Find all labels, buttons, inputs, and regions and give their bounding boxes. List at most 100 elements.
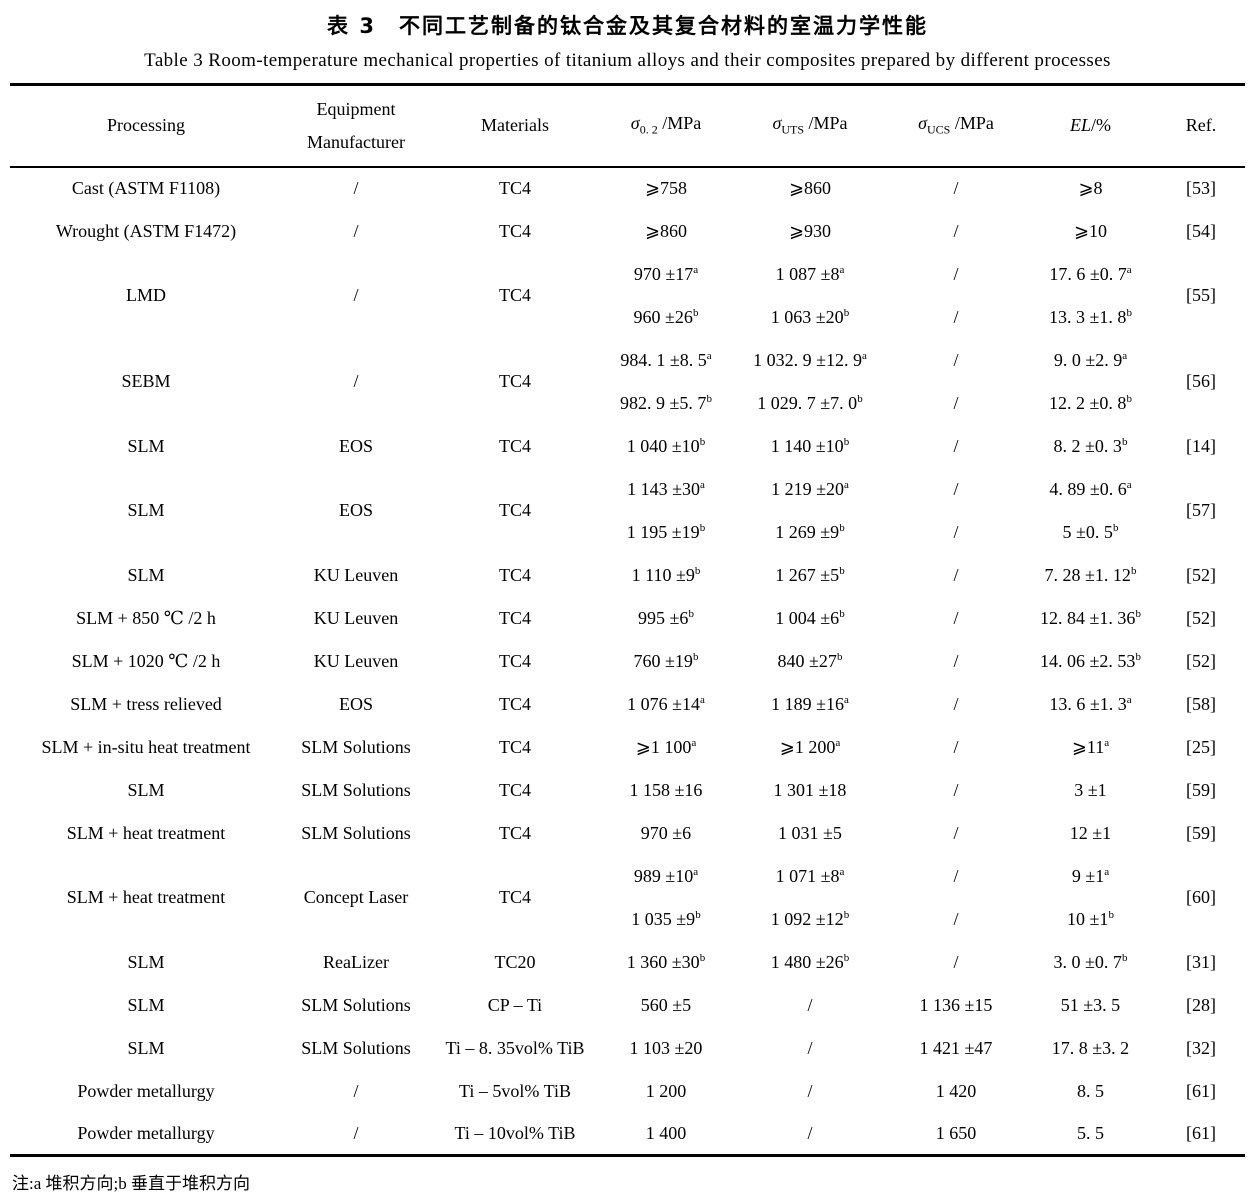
manufacturer-cell: / [353, 178, 359, 198]
manufacturer-cell: / [353, 1080, 359, 1101]
processing-cell: SLM + heat treatment [66, 822, 226, 843]
el-value-cell: 13. 6 ±1. 3a [1049, 693, 1132, 714]
table-row: SLM SLM Solutions CP – Ti 560 ±5 / 1 136 ±15 5… [10, 984, 1245, 1027]
el-value-cell: 9. 0 ±2. 9a [1053, 349, 1128, 370]
processing-cell: SLM [127, 435, 165, 456]
sigma02-value-cell: 1 200 [645, 1080, 687, 1101]
el-value-cell: 9 ±1a [1071, 865, 1110, 886]
sigma02-value-cell: 995 ±6b [638, 607, 694, 628]
ref-cell: [53] [1186, 178, 1216, 198]
ref-cell: [28] [1186, 994, 1216, 1015]
table-row: SLM ReaLizer TC20 1 360 ±30b 1 480 ±26b / 3. 0… [10, 941, 1245, 984]
materials-cell: TC4 [498, 435, 531, 456]
manufacturer-cell: KU Leuven [313, 564, 399, 585]
processing-cell: SLM [127, 779, 165, 800]
ref-cell: [32] [1186, 1037, 1216, 1058]
table-row: 1 035 ±9b 1 092 ±12b / 10 ±1b [10, 898, 1245, 941]
materials-cell: Ti – 8. 35vol% TiB [445, 1037, 585, 1058]
table-row: SLM + heat treatment SLM Solutions TC4 970 … [10, 812, 1245, 855]
manufacturer-cell: SLM Solutions [301, 994, 411, 1015]
table-title-english: Table 3 Room-temperature mechanical prop… [144, 50, 1111, 71]
materials-cell: TC4 [498, 779, 531, 800]
manufacturer-cell: SLM Solutions [301, 1037, 411, 1058]
manufacturer-cell: EOS [338, 435, 373, 456]
sigma02-value-cell: ⩾860 [644, 220, 688, 241]
sigma-uts-value-cell: / [807, 1080, 813, 1101]
sigma-ucs-value-cell: / [953, 392, 959, 413]
table-row: SEBM / TC4 984. 1 ±8. 5a 1 032. 9 ±12. 9a / 9.… [10, 339, 1245, 392]
sigma-uts-value-cell: 1 063 ±20b [770, 306, 850, 327]
col-header-equipment-line2: Manufacturer [307, 131, 405, 152]
processing-cell: SLM [127, 994, 165, 1015]
sigma-uts-value-cell: 1 004 ±6b [775, 607, 845, 628]
ref-cell: [56] [1186, 371, 1216, 391]
processing-cell: SLM [127, 951, 165, 972]
sigma-ucs-value-cell: / [953, 650, 959, 671]
sigma02-value-cell: 1 040 ±10b [626, 435, 706, 456]
table-row: SLM EOS TC4 1 143 ±30a 1 219 ±20a / 4. 89 ±0. … [10, 468, 1245, 521]
table-row: SLM SLM Solutions TC4 1 158 ±16 1 301 ±18 / 3 … [10, 769, 1245, 812]
materials-cell: TC4 [498, 887, 531, 907]
col-header-processing: Processing [10, 84, 282, 168]
processing-cell: SLM [127, 564, 165, 585]
sigma-uts-value-cell: 1 071 ±8a [775, 865, 845, 886]
el-value-cell: 13. 3 ±1. 8b [1049, 306, 1132, 327]
sigma-ucs-value-cell: / [953, 779, 959, 800]
sigma-symbol: σ [918, 113, 928, 134]
sigma-ucs-value-cell: / [953, 521, 959, 542]
sigma-uts-value-cell: ⩾860 [788, 178, 832, 198]
sigma-uts-value-cell: ⩾930 [788, 220, 832, 241]
materials-cell: TC4 [498, 607, 531, 628]
ref-cell: [54] [1186, 220, 1216, 241]
sigma-ucs-value-cell: / [953, 564, 959, 585]
materials-cell: CP – Ti [487, 994, 543, 1015]
table-row: Powder metallurgy / Ti – 10vol% TiB 1 400 / 1… [10, 1113, 1245, 1156]
sigma02-value-cell: 960 ±26b [633, 306, 699, 327]
sigma-ucs-subscript: UCS [927, 123, 951, 138]
sigma02-value-cell: 1 400 [645, 1122, 687, 1143]
sigma02-value-cell: 1 158 ±16 [629, 779, 703, 800]
sigma-uts-unit: /MPa [808, 113, 848, 134]
el-value-cell: 51 ±3. 5 [1060, 994, 1121, 1015]
materials-cell: Ti – 5vol% TiB [459, 1080, 571, 1101]
processing-cell: SLM + 850 ℃ /2 h [76, 607, 216, 628]
ref-cell: [59] [1186, 779, 1216, 800]
col-header-materials: Materials [430, 84, 600, 168]
table-row: 1 195 ±19b 1 269 ±9b / 5 ±0. 5b [10, 511, 1245, 554]
sigma02-value-cell: 989 ±10a [633, 865, 699, 886]
ref-cell: [57] [1186, 500, 1216, 520]
el-value-cell: 4. 89 ±0. 6a [1049, 478, 1132, 499]
manufacturer-cell: EOS [338, 500, 373, 520]
table-row: SLM SLM Solutions Ti – 8. 35vol% TiB 1 103 … [10, 1027, 1245, 1070]
manufacturer-cell: KU Leuven [313, 650, 399, 671]
manufacturer-cell: / [353, 285, 359, 305]
manufacturer-cell: ReaLizer [323, 951, 389, 972]
table-row: Cast (ASTM F1108) / TC4 ⩾758 ⩾860 / ⩾8 [53] [10, 167, 1245, 210]
manufacturer-cell: / [353, 220, 359, 241]
materials-cell: TC4 [498, 220, 531, 241]
table-row: SLM + 850 ℃ /2 h KU Leuven TC4 995 ±6b 1 004… [10, 597, 1245, 640]
table-body: Cast (ASTM F1108) / TC4 ⩾758 ⩾860 / ⩾8 [53] Wrou… [10, 167, 1245, 1156]
manufacturer-cell: EOS [338, 693, 373, 714]
col-header-ref: Ref. [1157, 84, 1245, 168]
sigma-ucs-value-cell: / [953, 693, 959, 714]
sigma02-value-cell: 1 035 ±9b [631, 908, 701, 929]
sigma-ucs-value-cell: / [953, 736, 959, 757]
sigma02-value-cell: 1 195 ±19b [626, 521, 706, 542]
materials-cell: TC4 [498, 736, 531, 757]
el-value-cell: 8. 2 ±0. 3b [1053, 435, 1128, 456]
el-value-cell: 3. 0 ±0. 7b [1053, 951, 1128, 972]
sigma-uts-value-cell: 1 029. 7 ±7. 0b [757, 392, 863, 413]
sigma-uts-value-cell: 1 189 ±16a [771, 693, 849, 714]
sigma-uts-value-cell: 1 219 ±20a [771, 478, 849, 499]
processing-cell: Cast (ASTM F1108) [71, 178, 221, 198]
ref-cell: [14] [1186, 435, 1216, 456]
el-value-cell: 17. 6 ±0. 7a [1049, 263, 1132, 284]
table-row: SLM + heat treatment Concept Laser TC4 989 … [10, 855, 1245, 908]
table-row: Wrought (ASTM F1472) / TC4 ⩾860 ⩾930 / ⩾10 [54] [10, 210, 1245, 253]
processing-cell: SEBM [121, 371, 171, 391]
sigma-ucs-value-cell: / [953, 478, 959, 499]
col-header-elongation: EL/% [1024, 84, 1157, 168]
sigma-uts-value-cell: ⩾1 200a [779, 736, 841, 757]
